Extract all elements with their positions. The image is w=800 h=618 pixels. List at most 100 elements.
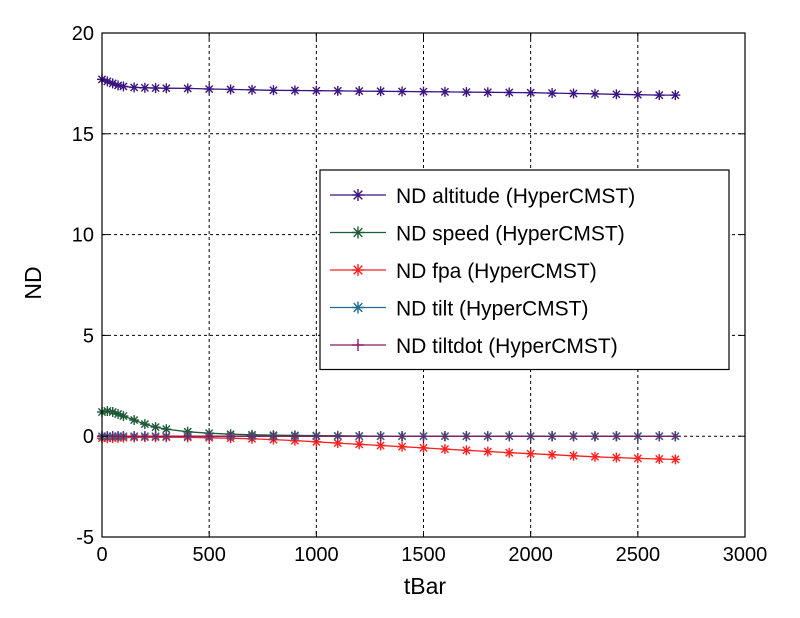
legend-swatch-marker <box>352 226 364 239</box>
data-point <box>247 84 258 95</box>
marker-stroke <box>526 88 535 97</box>
legend-swatch-marker <box>352 301 364 314</box>
legend-swatch-marker <box>352 189 364 201</box>
data-point <box>654 453 665 464</box>
marker-stroke <box>355 440 364 449</box>
legend-swatch-marker <box>352 264 364 276</box>
data-point <box>118 81 129 92</box>
data-point <box>375 440 386 451</box>
marker-stroke <box>119 82 128 91</box>
data-point <box>418 431 429 442</box>
marker-stroke <box>162 425 171 434</box>
data-point <box>289 85 300 96</box>
marker-stroke <box>312 86 321 95</box>
data-point <box>504 447 515 458</box>
data-point <box>268 85 279 96</box>
data-point <box>225 431 236 442</box>
marker-stroke <box>671 455 680 464</box>
marker-stroke <box>333 438 342 448</box>
y-axis-label: ND <box>20 266 46 299</box>
data-point <box>150 422 161 433</box>
data-point <box>354 86 365 97</box>
marker-stroke <box>247 85 257 94</box>
data-point <box>118 431 129 442</box>
marker-stroke <box>590 452 600 461</box>
y-tick-label: 0 <box>83 426 94 448</box>
data-point <box>161 83 172 94</box>
data-point <box>161 431 172 442</box>
data-point <box>311 431 322 442</box>
legend-label: ND tilt (HyperCMST) <box>396 298 589 321</box>
data-point <box>611 89 622 100</box>
data-point <box>118 411 129 422</box>
data-point <box>568 450 579 461</box>
marker-stroke <box>671 90 680 100</box>
marker-stroke <box>376 87 385 96</box>
data-point <box>670 454 681 465</box>
marker-stroke <box>140 420 149 429</box>
data-point <box>375 86 386 97</box>
data-point <box>589 431 600 442</box>
data-point <box>611 431 622 442</box>
data-point <box>397 441 408 452</box>
marker-stroke <box>419 443 428 452</box>
marker-stroke <box>162 84 171 93</box>
marker-stroke <box>151 83 160 93</box>
marker-stroke <box>353 190 363 200</box>
data-point <box>439 431 450 442</box>
marker-stroke <box>353 227 363 238</box>
data-point <box>632 453 643 464</box>
data-point <box>525 431 536 442</box>
legend-entry: ND speed (HyperCMST) <box>330 223 625 246</box>
data-point <box>670 431 681 442</box>
marker-stroke <box>569 89 578 98</box>
data-point <box>547 431 558 442</box>
marker-stroke <box>612 453 621 462</box>
marker-stroke <box>505 88 514 97</box>
data-point <box>461 87 472 98</box>
data-point <box>461 431 472 442</box>
x-tick-label: 1500 <box>401 544 446 566</box>
marker-stroke <box>505 448 514 457</box>
legend-entry: ND fpa (HyperCMST) <box>330 260 597 283</box>
x-tick-label: 0 <box>96 544 107 566</box>
marker-stroke <box>462 87 471 97</box>
data-point <box>418 86 429 97</box>
data-point <box>632 431 643 442</box>
data-point <box>461 445 472 456</box>
data-point <box>482 87 493 98</box>
data-point <box>150 83 161 94</box>
marker-stroke <box>462 446 471 455</box>
x-tick-label: 2000 <box>508 544 553 566</box>
data-point <box>129 431 140 442</box>
y-tick-label: 5 <box>83 325 94 347</box>
data-point <box>439 86 450 97</box>
data-point <box>482 446 493 457</box>
data-point <box>418 442 429 453</box>
data-point <box>547 449 558 460</box>
data-point <box>439 444 450 455</box>
data-point <box>654 90 665 101</box>
y-tick-label: -5 <box>76 527 94 549</box>
data-point <box>654 431 665 442</box>
legend-entry: ND tiltdot (HyperCMST) <box>330 335 618 358</box>
marker-stroke <box>397 87 407 96</box>
legend-label: ND tiltdot (HyperCMST) <box>396 335 618 358</box>
series-0 <box>97 74 681 101</box>
data-point <box>139 82 150 93</box>
marker-stroke <box>290 86 299 95</box>
marker-stroke <box>205 84 214 94</box>
legend-box <box>319 169 730 371</box>
marker-stroke <box>353 302 363 313</box>
marker-stroke <box>612 90 621 99</box>
data-point <box>225 84 236 95</box>
data-point <box>204 431 215 442</box>
data-point <box>568 88 579 99</box>
marker-stroke <box>633 454 642 463</box>
data-point <box>375 431 386 442</box>
marker-stroke <box>130 415 139 425</box>
marker-stroke <box>526 449 535 458</box>
marker-stroke <box>483 447 492 456</box>
legend: ND altitude (HyperCMST) ND speed (HyperCM… <box>319 169 730 371</box>
